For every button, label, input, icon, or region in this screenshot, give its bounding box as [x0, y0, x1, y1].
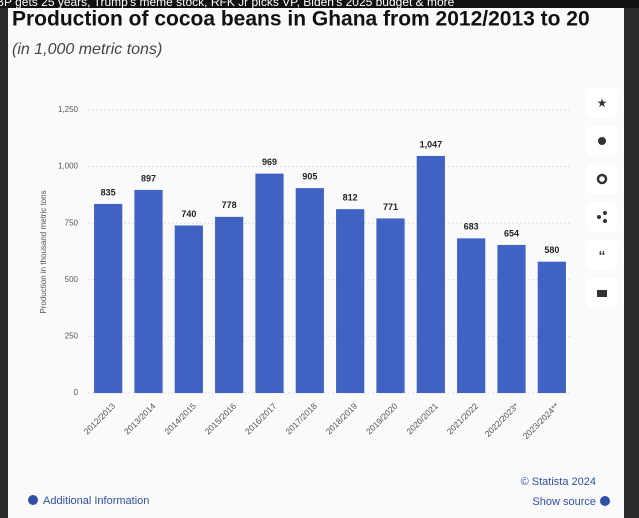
value-label: 1,047 — [420, 139, 443, 149]
banner-bg — [0, 0, 639, 8]
cite-button[interactable] — [587, 240, 617, 270]
bar — [336, 209, 365, 393]
settings-button[interactable] — [587, 164, 617, 194]
bar — [537, 261, 566, 393]
source-icon — [600, 496, 610, 506]
side-buttons: ★ “ — [587, 88, 617, 308]
bar — [376, 218, 405, 393]
y-tick-label: 0 — [74, 388, 79, 397]
show-source[interactable]: Show source — [532, 496, 596, 508]
value-label: 771 — [383, 202, 398, 212]
y-tick-label: 1,250 — [58, 105, 79, 114]
value-label: 740 — [181, 209, 196, 219]
copyright: © Statista 2024 — [521, 476, 596, 488]
value-label: 812 — [343, 193, 358, 203]
bar — [215, 216, 244, 393]
value-label: 580 — [544, 245, 559, 255]
bar — [295, 188, 324, 393]
print-icon — [597, 290, 607, 297]
gear-icon — [596, 173, 608, 185]
value-label: 905 — [302, 171, 317, 181]
chart-title: Production of cocoa beans in Ghana from … — [12, 8, 590, 31]
value-label: 654 — [504, 228, 519, 238]
y-tick-label: 1,000 — [58, 162, 79, 171]
info-icon — [28, 495, 38, 505]
value-label: 897 — [141, 173, 156, 183]
value-label: 835 — [101, 187, 116, 197]
share-button[interactable] — [587, 202, 617, 232]
value-label: 778 — [222, 200, 237, 210]
bar — [255, 173, 284, 393]
star-button[interactable] — [587, 88, 617, 118]
bell-icon — [598, 137, 606, 145]
bar — [94, 203, 123, 393]
chart-subtitle: (in 1,000 metric tons) — [12, 41, 162, 58]
bar — [134, 189, 163, 393]
bar — [416, 155, 445, 393]
y-tick-label: 750 — [65, 218, 79, 227]
y-tick-label: 500 — [65, 275, 79, 284]
share-icon — [597, 215, 601, 219]
y-axis-label: Production in thousand metric tons — [39, 190, 48, 313]
quote-icon: “ — [599, 248, 606, 264]
banner: BP gets 25 years, Trump's meme stock, RF… — [0, 0, 455, 9]
share-icon — [603, 219, 607, 223]
bar — [497, 244, 526, 393]
additional-info[interactable]: Additional Information — [43, 495, 149, 507]
bar — [457, 238, 486, 393]
value-label: 969 — [262, 157, 277, 167]
share-icon — [603, 211, 607, 215]
y-tick-label: 250 — [65, 332, 79, 341]
value-label: 683 — [464, 222, 479, 232]
star-icon: ★ — [597, 96, 608, 110]
bar — [174, 225, 203, 393]
